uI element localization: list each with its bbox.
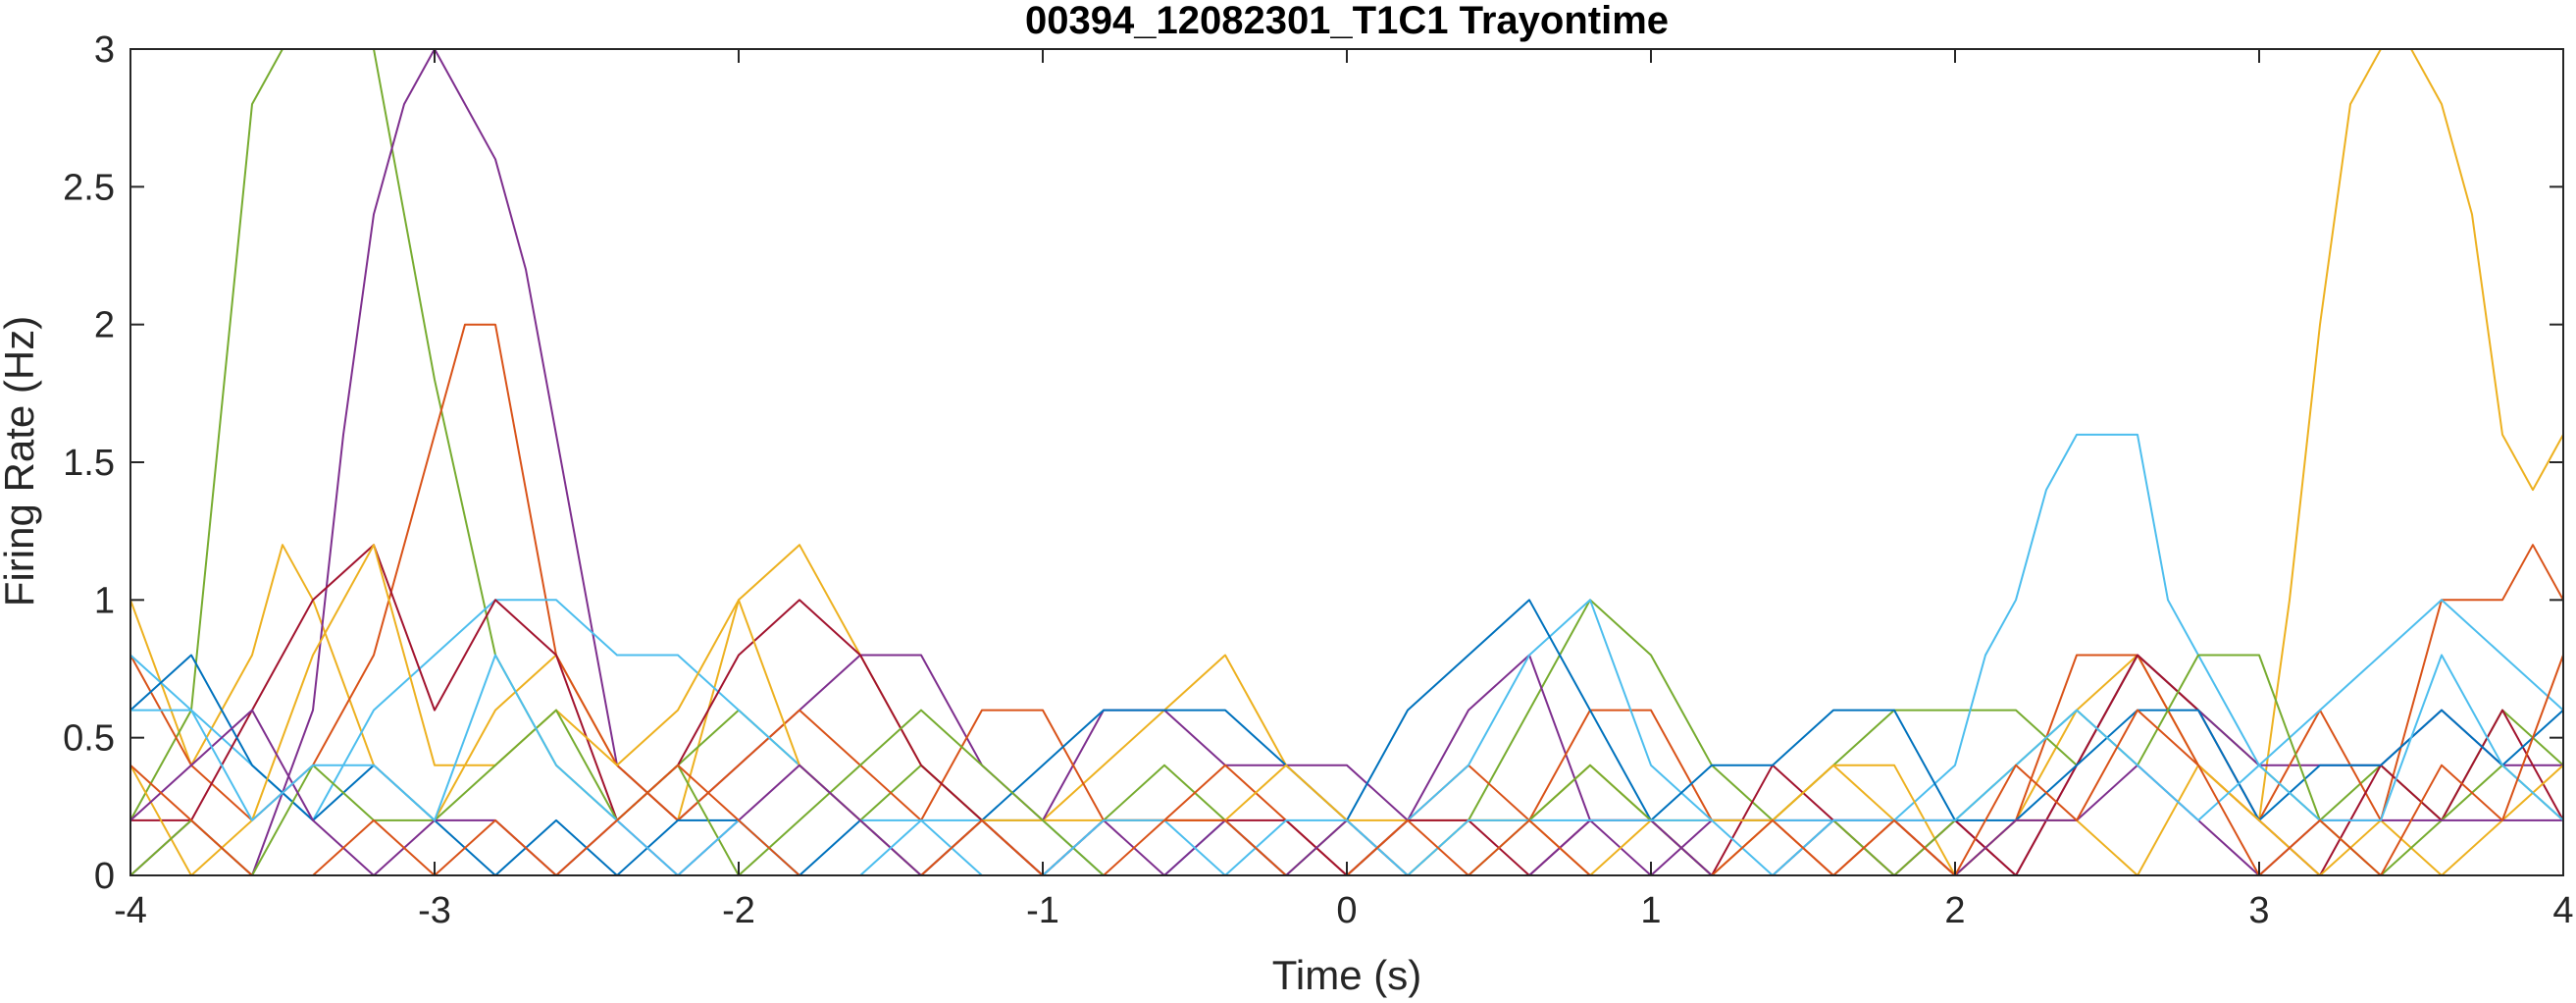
y-tick-label: 2 (94, 305, 115, 346)
y-tick-label: 2.5 (63, 167, 115, 208)
x-tick-label: -4 (114, 890, 147, 931)
series-line-3 (129, 48, 2563, 876)
x-tick-label: 1 (1640, 890, 1661, 931)
series-line-1 (129, 48, 2564, 876)
x-tick-label: -3 (418, 890, 451, 931)
series-line-11 (130, 654, 2564, 876)
x-tick-label: -1 (1026, 890, 1059, 931)
y-tick-label: 0.5 (63, 718, 115, 760)
y-tick-label: 1 (94, 580, 115, 621)
x-tick-label: -2 (722, 890, 755, 931)
x-tick-label: 3 (2248, 890, 2269, 931)
series-line-7 (129, 599, 2564, 876)
x-axis-label: Time (s) (1272, 952, 1421, 998)
x-axis-ticks: -4 -3 -2 -1 0 1 2 3 4 (114, 49, 2574, 931)
y-tick-label: 0 (94, 856, 115, 897)
series-line-5 (129, 433, 2564, 876)
x-tick-label: 4 (2552, 890, 2573, 931)
y-axis-ticks: 0 0.5 1 1.5 2 2.5 3 (63, 29, 2563, 897)
series-line-10 (129, 709, 2563, 876)
series-layer (129, 48, 2564, 876)
series-line-2 (129, 48, 2564, 876)
x-tick-label: 2 (1944, 890, 1965, 931)
y-axis-label: Firing Rate (Hz) (0, 316, 42, 607)
y-tick-label: 1.5 (63, 443, 115, 484)
chart-title: 00394_12082301_T1C1 Trayontime (1025, 0, 1669, 42)
plot-area-frame (129, 48, 2564, 876)
x-tick-label: 0 (1336, 890, 1357, 931)
y-tick-label: 3 (94, 29, 115, 71)
